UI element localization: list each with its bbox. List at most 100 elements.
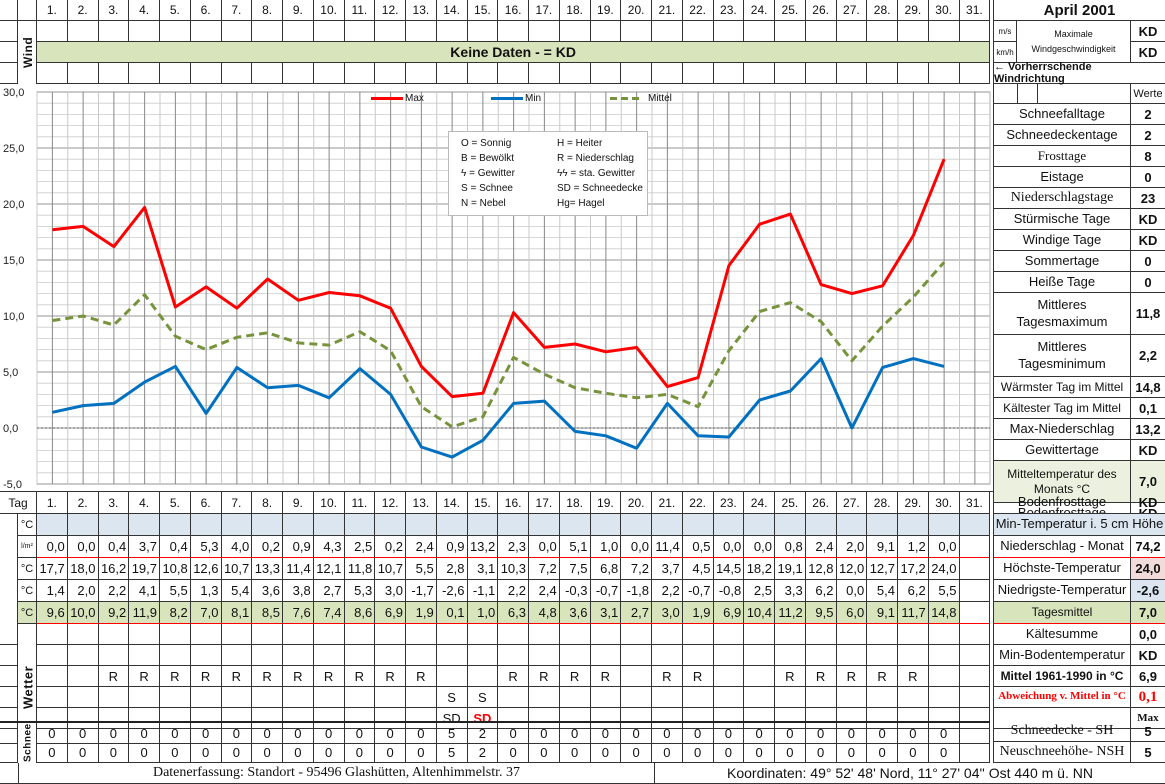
weather-code-cell: [313, 687, 345, 708]
weather-code-cell: [313, 624, 345, 645]
data-cell: 5,5: [928, 580, 960, 602]
data-cell: 2,4: [805, 536, 837, 558]
data-cell: 4,3: [313, 536, 345, 558]
stat-label: Stürmische Tage: [994, 209, 1131, 229]
wind-banner-row: Keine Daten - = KD: [0, 42, 991, 63]
summary-row: Min-Temperatur i. 5 cm Höhe: [993, 514, 1165, 536]
day-header: 5.: [160, 492, 191, 514]
data-cell: 18,0: [67, 558, 99, 580]
stat-label: Schneefalltage: [994, 104, 1131, 124]
weather-code-cell: [190, 708, 222, 729]
data-cell: -2,6: [436, 580, 468, 602]
weather-code-cell: [529, 687, 560, 708]
data-cell: [559, 514, 591, 536]
weather-code-cell: [98, 708, 130, 729]
summary-value: 0,0: [1138, 626, 1158, 642]
data-cell: 3,7: [129, 536, 160, 558]
snow-value-cell: 0: [98, 742, 130, 763]
data-cell: 6,9: [375, 602, 406, 624]
series-legend-mittel: Mittel: [610, 93, 672, 104]
stat-row: Sommertage 0: [993, 251, 1165, 272]
weather-code-cell: [190, 645, 222, 666]
data-cell: 14,8: [928, 602, 960, 624]
weather-code-cell: [344, 645, 376, 666]
snow-value-cell: 0: [375, 723, 406, 744]
wind-cell: [436, 63, 468, 84]
weather-code-cell: S: [436, 687, 468, 708]
day-header: 8.: [252, 492, 283, 514]
day-header: 13.: [406, 0, 437, 21]
weather-code-cell: [959, 708, 991, 729]
stat-value: 0: [1144, 169, 1152, 185]
day-header: 18.: [559, 0, 591, 21]
snow-value-cell: 0: [344, 723, 376, 744]
data-cell: 3,6: [252, 580, 283, 602]
summary-label: Tagesmittel: [994, 602, 1131, 623]
row-label-cell: [18, 21, 37, 42]
snow-value-cell: 0: [805, 742, 837, 763]
stat-row: Gewittertage KD: [993, 440, 1165, 461]
data-cell: 2,3: [498, 536, 529, 558]
data-cell: 12,0: [836, 558, 868, 580]
data-cell: 6,2: [898, 580, 929, 602]
weather-code-cell: [37, 687, 68, 708]
weather-code-cell: [867, 708, 898, 729]
weather-code-cell: [344, 687, 376, 708]
summary-value: 5: [1144, 744, 1152, 760]
wetter-section-label: Wetter: [20, 665, 36, 709]
weather-code-cell: R: [98, 666, 130, 687]
location-text: Datenerfassung: Standort - 95496 Glashüt…: [152, 765, 521, 780]
data-cell: [406, 514, 437, 536]
wind-cell: [775, 21, 806, 42]
y-tick-label: 5,0: [3, 367, 18, 379]
row-margin-cell: [0, 21, 18, 42]
data-cell: 0,9: [283, 536, 314, 558]
snow-value-cell: 0: [867, 723, 898, 744]
day-header: 28.: [867, 0, 898, 21]
weather-code-cell: [98, 687, 130, 708]
weather-code-cell: [652, 708, 683, 729]
snow-value-cell: 2: [467, 742, 499, 763]
data-cell: 18,2: [744, 558, 775, 580]
data-cell: 12,1: [313, 558, 345, 580]
data-cell: 10,8: [160, 558, 191, 580]
wind-cell: [713, 21, 745, 42]
data-cell: 0,0: [744, 536, 775, 558]
weather-code-cell: [805, 687, 837, 708]
weather-code-cell: [559, 687, 591, 708]
weather-code-cell: [867, 624, 898, 645]
snow-value-cell: 0: [67, 723, 99, 744]
summary-label: Neuschneehöhe- NSH: [994, 742, 1131, 762]
day-header: 26.: [805, 0, 837, 21]
data-cell: [959, 602, 991, 624]
legend-mittel-label: Mittel: [648, 93, 672, 104]
legend-line-max-icon: [371, 97, 403, 100]
temperature-chart: 30,0 25,0 20,0 15,0 10,0 5,0 0,0 -5,0: [3, 87, 991, 491]
data-cell: 5,4: [221, 580, 253, 602]
stat-label: Wärmster Tag im Mittel: [994, 377, 1131, 397]
weather-code-cell: [406, 624, 437, 645]
wind-cell: [682, 21, 714, 42]
wind-row: [0, 63, 991, 84]
weather-code-cell: [928, 687, 960, 708]
table-row: °C 17,7 18,0 16,2 19,7 10,8 12,6 10,7 13,3 11,4 12…: [0, 558, 991, 580]
weather-code-cell: [805, 708, 837, 729]
snow-value-cell: 0: [652, 742, 683, 763]
weather-code-cell: [190, 687, 222, 708]
snow-value-cell: 0: [713, 742, 745, 763]
weather-code-cell: [375, 687, 406, 708]
data-cell: 3,7: [652, 558, 683, 580]
data-cell: -1,8: [621, 580, 652, 602]
wind-row: [0, 21, 991, 42]
data-cell: 2,8: [436, 558, 468, 580]
wind-cell: [529, 21, 560, 42]
snow-value-cell: 0: [682, 742, 714, 763]
snow-value-cell: 0: [621, 742, 652, 763]
wind-cell: [37, 63, 68, 84]
summary-value: Max: [1137, 712, 1159, 724]
y-tick-label: 30,0: [3, 87, 24, 99]
wind-cell: [898, 63, 929, 84]
data-cell: [621, 514, 652, 536]
day-header: 25.: [775, 492, 806, 514]
